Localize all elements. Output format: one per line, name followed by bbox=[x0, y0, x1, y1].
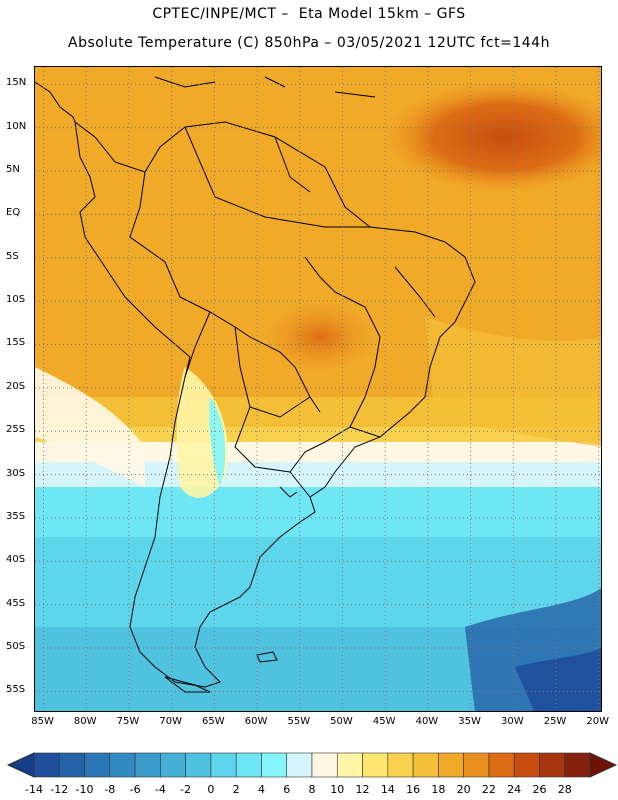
longitude-tick-label: 20W bbox=[586, 716, 610, 727]
colorbar-tick-label: -4 bbox=[154, 783, 166, 796]
latitude-tick-label: 20S bbox=[6, 380, 26, 392]
colorbar-segment bbox=[160, 752, 186, 778]
latitude-tick-label: 40S bbox=[6, 554, 26, 566]
colorbar-tick-label: 12 bbox=[355, 783, 370, 796]
latitude-tick-label: 45S bbox=[6, 597, 26, 609]
colorbar-tick-label: 18 bbox=[431, 783, 446, 796]
colorbar-segment bbox=[134, 752, 161, 778]
latitude-tick-label: 50S bbox=[6, 640, 26, 652]
colorbar-segment bbox=[109, 752, 136, 778]
latitude-tick-label: 10N bbox=[6, 120, 27, 132]
colorbar-segment bbox=[58, 752, 85, 778]
colorbar-segment bbox=[84, 752, 111, 778]
latitude-tick-label: 30S bbox=[6, 467, 26, 479]
latitude-tick-label: 25S bbox=[6, 424, 26, 436]
longitude-tick-label: 40W bbox=[415, 716, 439, 727]
colorbar-tick-label: 8 bbox=[308, 783, 316, 796]
colorbar-tick-label: -6 bbox=[129, 783, 141, 796]
colorbar-tick-label: 28 bbox=[557, 783, 572, 796]
colorbar-segment bbox=[336, 752, 363, 778]
longitude-tick-label: 30W bbox=[501, 716, 524, 727]
latitude-tick-label: 55S bbox=[6, 684, 26, 696]
colorbar-tick-label: 0 bbox=[207, 783, 215, 796]
map-subtitle: Absolute Temperature (C) 850hPa – 03/05/… bbox=[68, 35, 550, 51]
temperature-colorbar bbox=[6, 752, 618, 778]
colorbar-segment bbox=[261, 752, 288, 778]
colorbar-segment bbox=[438, 752, 464, 778]
colorbar-segment bbox=[33, 752, 60, 778]
longitude-tick-label: 70W bbox=[159, 716, 182, 727]
colorbar-tick-label: -10 bbox=[75, 783, 94, 796]
longitude-tick-label: 85W bbox=[31, 716, 54, 727]
colorbar-tick-label: 24 bbox=[507, 783, 522, 796]
colorbar-segment bbox=[463, 752, 490, 778]
colorbar-tick-label: -8 bbox=[104, 783, 116, 796]
longitude-tick-label: 60W bbox=[244, 716, 268, 727]
latitude-tick-label: 15N bbox=[6, 77, 27, 89]
colorbar-segment bbox=[311, 752, 338, 778]
map-panel bbox=[34, 66, 602, 712]
colorbar-tick-label: -2 bbox=[180, 783, 192, 796]
colorbar-tick-label: 10 bbox=[330, 783, 345, 796]
longitude-tick-label: 65W bbox=[202, 716, 225, 727]
colorbar-segment bbox=[412, 752, 439, 778]
colorbar-tick-label: -12 bbox=[50, 783, 69, 796]
colorbar-segment bbox=[387, 752, 414, 778]
colorbar-tick-label: 26 bbox=[532, 783, 547, 796]
latitude-tick-label: 10S bbox=[6, 294, 26, 306]
colorbar-tick-label: 6 bbox=[283, 783, 291, 796]
colorbar-segment bbox=[564, 752, 591, 778]
colorbar-segment bbox=[185, 752, 212, 778]
colorbar-tick-label: -14 bbox=[25, 783, 43, 796]
longitude-tick-label: 80W bbox=[73, 716, 97, 727]
colorbar-tick-label: 16 bbox=[406, 783, 421, 796]
latitude-tick-label: 5S bbox=[6, 250, 19, 262]
latitude-tick-label: 15S bbox=[6, 337, 26, 349]
colorbar-segment bbox=[210, 752, 237, 778]
colorbar-over-arrow bbox=[589, 752, 618, 778]
colorbar-segment bbox=[362, 752, 389, 778]
longitude-tick-label: 35W bbox=[458, 716, 481, 727]
map-title: CPTEC/INPE/MCT – Eta Model 15km – GFS bbox=[152, 6, 466, 22]
colorbar-tick-label: 22 bbox=[481, 783, 496, 796]
colorbar-tick-label: 2 bbox=[232, 783, 240, 796]
longitude-tick-label: 45W bbox=[372, 716, 396, 727]
longitude-tick-label: 50W bbox=[330, 716, 353, 727]
latitude-tick-label: EQ bbox=[6, 207, 21, 219]
longitude-tick-label: 25W bbox=[543, 716, 567, 727]
colorbar-segment bbox=[488, 752, 515, 778]
colorbar-tick-label: 4 bbox=[257, 783, 265, 796]
colorbar-tick-label: 14 bbox=[380, 783, 395, 796]
latitude-tick-label: 35S bbox=[6, 510, 26, 522]
colorbar-segment bbox=[235, 752, 262, 778]
colorbar-under-arrow bbox=[6, 752, 35, 778]
colorbar-tick-label: 20 bbox=[456, 783, 471, 796]
temperature-map bbox=[35, 67, 601, 711]
longitude-tick-label: 55W bbox=[287, 716, 311, 727]
colorbar-segment bbox=[539, 752, 566, 778]
latitude-tick-label: 5N bbox=[6, 164, 20, 176]
colorbar-segment bbox=[513, 752, 540, 778]
colorbar-segment bbox=[286, 752, 313, 778]
longitude-tick-label: 75W bbox=[116, 716, 140, 727]
